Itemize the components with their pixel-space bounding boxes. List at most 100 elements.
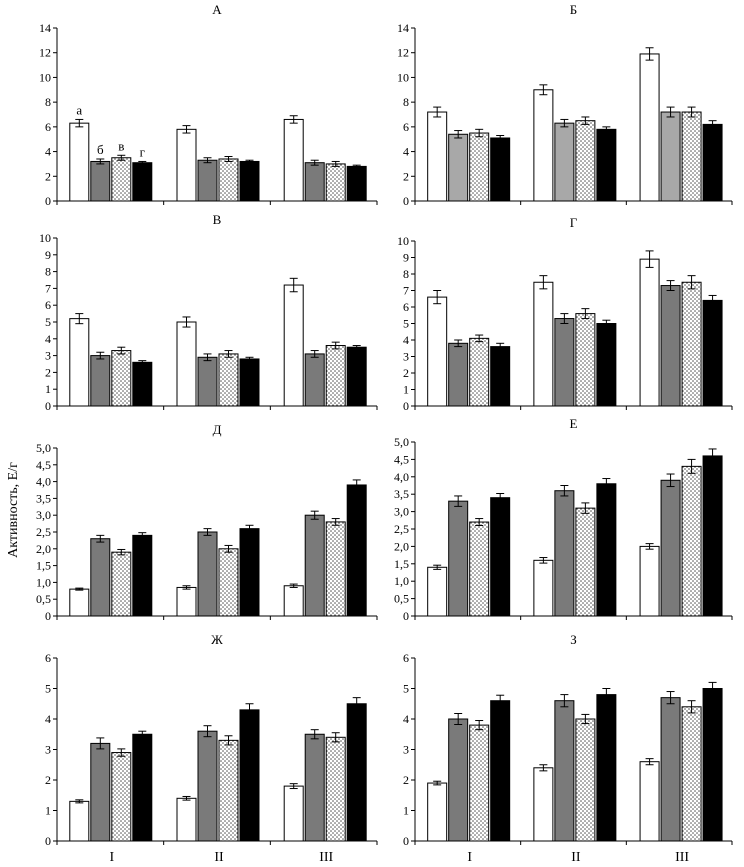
group-label: II — [571, 850, 581, 865]
bar-I-б — [90, 742, 111, 842]
bar-III-а — [283, 118, 304, 202]
bar-I-а — [427, 566, 448, 617]
chart-title: Ж — [211, 632, 223, 647]
bar-II-а — [176, 128, 197, 202]
y-tick-label: 3 — [403, 743, 409, 757]
bar-I-г — [490, 497, 511, 617]
bar-III-б — [660, 111, 681, 202]
y-tick-label: 4,0 — [36, 475, 51, 489]
bar-III-а — [639, 761, 660, 842]
bar-III-а — [283, 785, 304, 842]
y-tick-label: 12 — [39, 46, 51, 60]
bar-I-в — [469, 132, 490, 202]
y-tick-label: 0 — [45, 609, 51, 623]
y-tick-label: 5,0 — [36, 441, 51, 455]
bar-I-в — [111, 752, 132, 842]
bar-I-г — [132, 162, 153, 202]
y-tick-label: 1,0 — [36, 575, 51, 589]
bar-III-в — [681, 465, 702, 617]
bar-II-а — [176, 586, 197, 617]
bar-II-в — [218, 158, 239, 202]
y-tick-label: 2 — [403, 169, 409, 183]
bar-II-г — [239, 709, 260, 842]
bar-I-г — [490, 346, 511, 407]
y-tick-label: 0 — [45, 194, 51, 208]
y-tick-label: 4 — [403, 712, 409, 726]
y-tick-label: 0 — [403, 834, 409, 848]
y-tick-label: 2,0 — [36, 542, 51, 556]
y-tick-label: 2 — [403, 773, 409, 787]
y-tick-label: 1,5 — [394, 557, 409, 571]
bar-I-б — [448, 718, 469, 842]
y-tick-label: 2,5 — [394, 522, 409, 536]
bar-III-б — [660, 285, 681, 407]
bar-III-а — [283, 284, 304, 407]
y-tick-label: 6 — [403, 300, 409, 314]
bar-II-б — [197, 356, 218, 407]
bar-III-в — [325, 345, 346, 407]
bar-I-в — [469, 521, 490, 617]
bar-II-в — [575, 313, 596, 407]
bar-II-б — [554, 490, 575, 617]
bar-I-а — [427, 111, 448, 202]
bar-III-г — [702, 688, 723, 842]
bar-III-г — [702, 123, 723, 202]
y-tick-label: 0 — [403, 609, 409, 623]
group-label: III — [675, 850, 689, 865]
y-tick-label: 0 — [403, 399, 409, 413]
y-tick-label: 4 — [403, 145, 409, 159]
bar-II-в — [218, 353, 239, 407]
bar-II-б — [197, 730, 218, 842]
bar-II-в — [575, 120, 596, 202]
y-tick-label: 6 — [403, 651, 409, 665]
y-axis-label: Активность, Е/г — [6, 462, 21, 558]
y-tick-label: 10 — [39, 231, 51, 245]
y-tick-label: 10 — [39, 70, 51, 84]
y-tick-label: 2 — [45, 773, 51, 787]
bar-I-г — [490, 137, 511, 202]
y-tick-label: 8 — [403, 267, 409, 281]
bar-III-а — [283, 585, 304, 617]
y-tick-label: 3,0 — [36, 508, 51, 522]
bar-II-г — [239, 160, 260, 202]
y-tick-label: 3,5 — [36, 491, 51, 505]
bar-I-в — [111, 350, 132, 407]
group-label: III — [319, 850, 333, 865]
bar-I-б — [448, 342, 469, 407]
chart-title: В — [213, 212, 222, 227]
chart-title: Е — [570, 416, 578, 431]
group-label: II — [214, 850, 224, 865]
y-tick-label: 3,5 — [394, 487, 409, 501]
bar-I-в — [469, 337, 490, 407]
y-tick-label: 0,5 — [36, 592, 51, 606]
bar-I-г — [132, 733, 153, 842]
bar-II-в — [218, 548, 239, 617]
bar-I-а — [69, 800, 90, 842]
y-tick-label: 4 — [45, 145, 51, 159]
y-tick-label: 3,0 — [394, 505, 409, 519]
bar-II-г — [239, 358, 260, 407]
chart-panel-4: Г 0 1 2 3 4 5 6 7 8 9 10 — [397, 215, 733, 413]
bar-I-г — [132, 534, 153, 617]
y-tick-label: 12 — [397, 46, 409, 60]
y-tick-label: 4,5 — [394, 452, 409, 466]
y-tick-label: 8 — [403, 95, 409, 109]
y-tick-label: 0 — [403, 194, 409, 208]
bar-III-в — [681, 706, 702, 842]
bar-III-г — [346, 703, 367, 842]
bar-letter-label: г — [140, 144, 145, 159]
bar-III-в — [325, 163, 346, 202]
bar-II-г — [596, 483, 617, 617]
y-tick-label: 14 — [39, 21, 51, 35]
bar-II-г — [239, 528, 260, 617]
bar-II-а — [533, 281, 554, 407]
bar-II-а — [176, 797, 197, 842]
bar-II-б — [554, 318, 575, 407]
bar-II-а — [533, 767, 554, 842]
bar-II-г — [596, 128, 617, 202]
y-tick-label: 1 — [45, 382, 51, 396]
chart-title: Г — [570, 215, 578, 230]
bar-I-а — [69, 122, 90, 202]
y-tick-label: 1,0 — [394, 574, 409, 588]
